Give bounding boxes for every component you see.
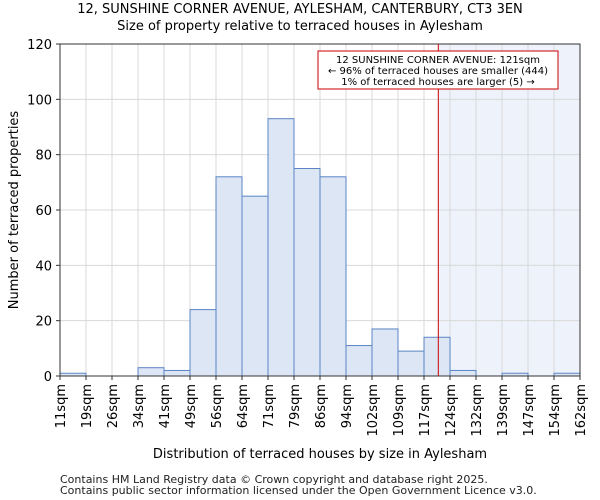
x-tick-label: 94sqm — [340, 384, 355, 428]
y-tick-label: 40 — [35, 259, 52, 274]
x-tick-label: 19sqm — [80, 384, 95, 428]
footer-line-1: Contains HM Land Registry data © Crown c… — [60, 473, 488, 486]
bar — [241, 195, 269, 377]
y-tick-label: 0 — [44, 370, 52, 385]
y-tick-label: 120 — [27, 38, 52, 53]
x-tick-label: 11sqm — [54, 384, 69, 428]
x-tick-label: 124sqm — [444, 384, 459, 437]
x-tick-label: 154sqm — [548, 384, 563, 437]
annotation-line-2: ← 96% of terraced houses are smaller (44… — [328, 66, 548, 77]
bar — [319, 176, 347, 377]
y-tick-label: 60 — [35, 204, 52, 219]
x-tick-label: 56sqm — [210, 384, 225, 428]
x-axis-label: Distribution of terraced houses by size … — [153, 447, 487, 462]
x-tick-label: 64sqm — [236, 384, 251, 428]
bar — [189, 309, 217, 377]
bar — [137, 367, 165, 377]
bar — [397, 350, 425, 377]
chart-subtitle: Size of property relative to terraced ho… — [117, 19, 483, 34]
y-axis-label: Number of terraced properties — [7, 111, 22, 310]
footer-line-2: Contains public sector information licen… — [60, 484, 537, 497]
annotation-line-1: 12 SUNSHINE CORNER AVENUE: 121sqm — [336, 55, 540, 66]
x-tick-label: 147sqm — [522, 384, 537, 437]
annotation-line-3: 1% of terraced houses are larger (5) → — [341, 77, 535, 88]
bar — [267, 118, 295, 377]
x-tick-label: 26sqm — [106, 384, 121, 428]
x-tick-label: 117sqm — [418, 384, 433, 437]
y-tick-label: 80 — [35, 149, 52, 164]
x-tick-label: 132sqm — [470, 384, 485, 437]
x-tick-label: 139sqm — [496, 384, 511, 437]
y-tick-label: 20 — [35, 315, 52, 330]
x-tick-label: 34sqm — [132, 384, 147, 428]
x-tick-label: 86sqm — [314, 384, 329, 428]
bar — [449, 369, 477, 377]
bar — [163, 369, 191, 377]
bar — [293, 168, 321, 377]
bar — [423, 336, 451, 377]
x-tick-label: 71sqm — [262, 384, 277, 428]
bar — [371, 328, 399, 377]
property-annotation: 12 SUNSHINE CORNER AVENUE: 121sqm ← 96% … — [317, 50, 559, 90]
bar — [345, 345, 373, 377]
x-tick-label: 49sqm — [184, 384, 199, 428]
y-tick-label: 100 — [27, 93, 52, 108]
x-tick-label: 162sqm — [574, 384, 589, 437]
x-tick-label: 41sqm — [158, 384, 173, 428]
x-tick-label: 79sqm — [288, 384, 303, 428]
x-tick-label: 109sqm — [392, 384, 407, 437]
chart-title: 12, SUNSHINE CORNER AVENUE, AYLESHAM, CA… — [77, 2, 523, 17]
x-tick-label: 102sqm — [366, 384, 381, 437]
bar — [215, 176, 243, 377]
